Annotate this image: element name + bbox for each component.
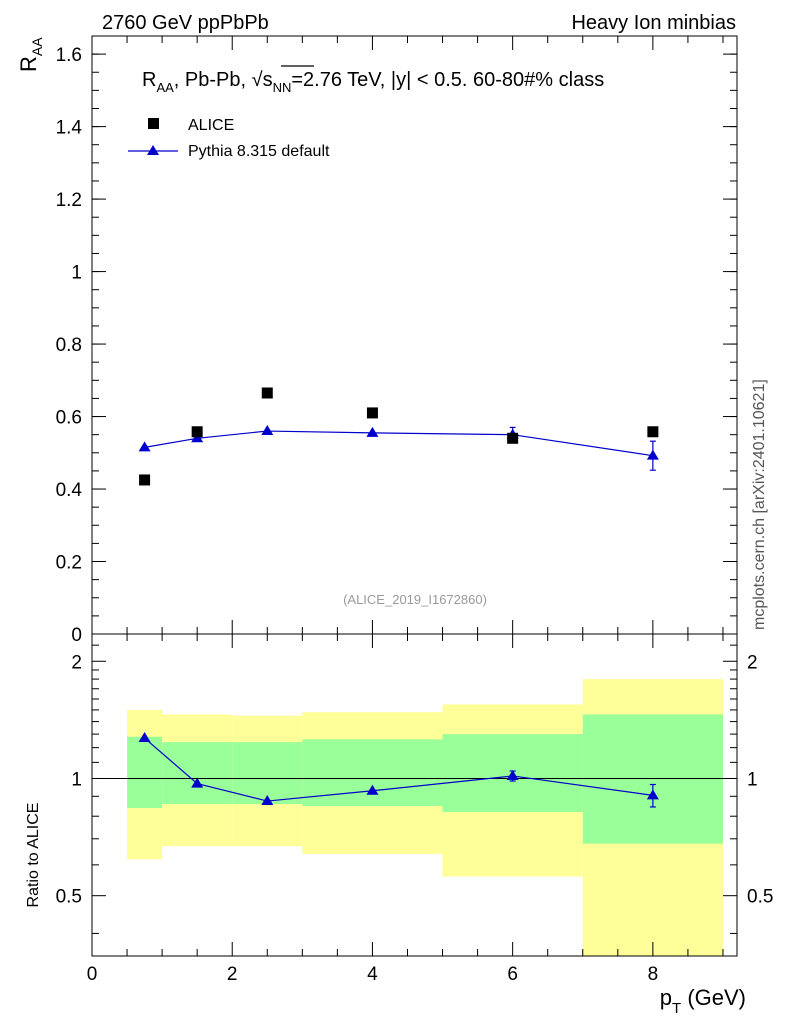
title-mid: , Pb-Pb, bbox=[174, 69, 252, 91]
ratio-pythia-point bbox=[646, 789, 659, 800]
header-right: Heavy Ion minbias bbox=[571, 12, 736, 34]
ratio-xtick-label: 4 bbox=[367, 964, 378, 985]
main-ytick-label: 1.4 bbox=[56, 118, 83, 139]
legend-marker-alice bbox=[148, 118, 159, 129]
ratio-xtick-label: 0 bbox=[87, 964, 98, 985]
main-ytick-label: 1.2 bbox=[56, 190, 82, 211]
legend-marker-pythia bbox=[147, 145, 159, 155]
ratio-frame bbox=[91, 633, 738, 957]
pythia-point bbox=[191, 432, 204, 443]
watermark: (ALICE_2019_I1672860) bbox=[343, 592, 487, 607]
title-rest: =2.76 TeV, |y| < 0.5. 60-80#% class bbox=[291, 69, 604, 91]
pythia-point bbox=[366, 426, 379, 437]
pythia-point bbox=[138, 441, 151, 452]
alice-point bbox=[647, 426, 659, 438]
ratio-ytick-label-right: 0.5 bbox=[747, 887, 773, 908]
ratio-pythia-line bbox=[144, 737, 653, 802]
ratio-ytick-label: 0.5 bbox=[56, 887, 82, 908]
ratio-bands bbox=[127, 679, 723, 956]
main-ytick-label: 0.2 bbox=[56, 553, 82, 574]
ratio-pythia-point bbox=[366, 784, 379, 795]
ratio-band-inner bbox=[127, 736, 163, 808]
ratio-xtick-label: 6 bbox=[507, 964, 518, 985]
main-ytick-label: 0.4 bbox=[56, 480, 83, 501]
pythia-point bbox=[261, 425, 274, 436]
ratio-ytick-label-right: 2 bbox=[747, 652, 758, 673]
title-r: R bbox=[142, 69, 156, 91]
ratio-ylabel: Ratio to ALICE bbox=[25, 803, 42, 908]
x-axis-label: pT (GeV) bbox=[660, 985, 746, 1017]
ratio-pythia-point bbox=[138, 732, 151, 743]
x-axis-label-sub: T bbox=[672, 1000, 681, 1017]
ratio-points bbox=[138, 732, 659, 808]
alice-point bbox=[507, 432, 519, 444]
ratio-ytick-label: 2 bbox=[71, 652, 82, 673]
legend-label-pythia: Pythia 8.315 default bbox=[188, 143, 330, 160]
title-s-sub: NN bbox=[273, 80, 292, 95]
main-ytick-label: 1.6 bbox=[56, 45, 82, 66]
ratio-pythia-point bbox=[261, 795, 274, 806]
main-ylabel: RAA bbox=[16, 37, 45, 72]
title-r-sub: AA bbox=[156, 80, 174, 95]
title-s: s bbox=[263, 69, 273, 91]
main-ytick-label: 0.8 bbox=[56, 335, 82, 356]
title-sqrt-symbol: √ bbox=[252, 69, 263, 91]
alice-point bbox=[191, 426, 203, 438]
main-ylabel-sub: AA bbox=[29, 37, 45, 56]
alice-point bbox=[139, 474, 151, 486]
x-axis-label-p: p bbox=[660, 985, 672, 1010]
x-axis-label-unit: (GeV) bbox=[681, 985, 746, 1010]
main-points bbox=[138, 387, 659, 486]
ratio-ytick-label-right: 1 bbox=[747, 769, 758, 790]
main-ytick-label: 0 bbox=[71, 625, 82, 646]
main-ytick-label: 1 bbox=[71, 263, 82, 284]
ratio-pythia-point bbox=[506, 769, 519, 780]
ratio-band-inner bbox=[582, 714, 723, 844]
main-ylabel-r: R bbox=[16, 56, 41, 72]
main-title: RAA, Pb-Pb, √sNN=2.76 TeV, |y| < 0.5. 60… bbox=[142, 69, 604, 95]
ratio-ticks: 0.5 0.5 1 1 2 2 0 2 4 6 8 bbox=[56, 634, 773, 985]
header-left: 2760 GeV ppPbPb bbox=[102, 12, 269, 34]
ratio-ytick-label: 1 bbox=[71, 769, 82, 790]
ratio-pythia-point bbox=[191, 777, 204, 788]
pythia-line bbox=[144, 430, 653, 457]
ratio-xtick-label: 2 bbox=[227, 964, 238, 985]
ratio-band-inner bbox=[162, 742, 233, 804]
alice-point bbox=[366, 407, 378, 419]
ratio-band-inner bbox=[232, 742, 303, 804]
main-ticks: 0 0.2 0.4 0.6 0.8 1 1.2 1.4 1.6 bbox=[56, 36, 737, 646]
pythia-point bbox=[646, 449, 659, 460]
legend-label-alice: ALICE bbox=[188, 117, 234, 134]
ratio-xtick-label: 8 bbox=[648, 964, 659, 985]
main-ytick-label: 0.6 bbox=[56, 408, 82, 429]
side-label: mcplots.cern.ch [arXiv:2401.10621] bbox=[751, 379, 768, 630]
alice-point bbox=[261, 387, 273, 399]
